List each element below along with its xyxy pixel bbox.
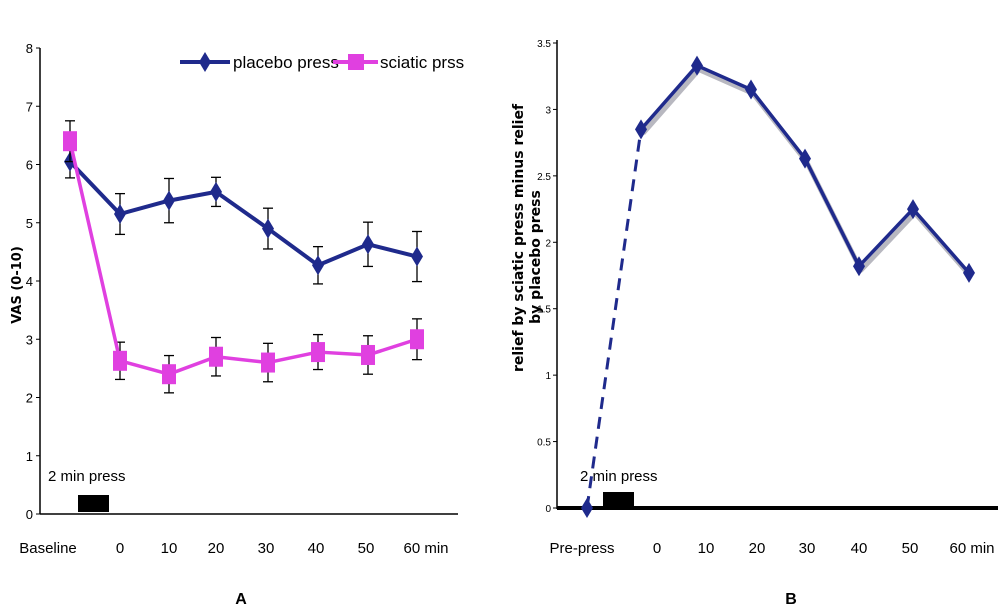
panel-b-y-axis-label-line2: by placebo press bbox=[528, 190, 544, 324]
panel-a-legend: placebo press sciatic prss bbox=[180, 52, 464, 72]
data-point bbox=[163, 190, 175, 211]
panel-a-y-tick-label: 4 bbox=[26, 274, 33, 289]
panel-b-x-tick-label: 10 bbox=[698, 540, 715, 557]
panel-b-press-annotation: 2 min press bbox=[580, 468, 658, 485]
panel-a-y-axis-label: VAS (0-10) bbox=[10, 246, 25, 324]
panel-a-y-tick-label: 6 bbox=[26, 158, 33, 173]
data-point bbox=[261, 352, 275, 373]
panel-b-press-bar bbox=[603, 492, 634, 506]
panel-a-series-sciatic bbox=[63, 120, 424, 394]
panel-a-x-tick-label: Baseline bbox=[19, 540, 77, 557]
panel-b-series bbox=[581, 55, 975, 518]
panel-a-y-tick-label: 3 bbox=[26, 332, 33, 347]
panel-a-press-bar bbox=[78, 495, 109, 512]
panel-b: 0 0.5 1 1.5 2 2.5 3 3.5 Pre-press 0 10 20 30 40 50 60 … bbox=[511, 39, 998, 608]
panel-b-y-tick-label: 0.5 bbox=[537, 438, 551, 449]
data-point bbox=[581, 498, 593, 518]
legend-placebo-label: placebo press bbox=[233, 53, 339, 72]
panel-b-x-axis-labels: Pre-press 0 10 20 30 40 50 60 min bbox=[549, 540, 994, 557]
panel-a-x-tick-label: 10 bbox=[161, 540, 178, 557]
panel-b-x-tick-label: 50 bbox=[902, 540, 919, 557]
series-line-shadow bbox=[641, 67, 973, 279]
data-point bbox=[63, 131, 77, 152]
panel-a-y-tick-label: 8 bbox=[26, 41, 33, 56]
data-point bbox=[312, 255, 324, 276]
legend-sciatic-label: sciatic prss bbox=[380, 53, 464, 72]
panel-b-x-tick-label: 40 bbox=[851, 540, 868, 557]
panel-a-x-tick-label: 30 bbox=[258, 540, 275, 557]
data-point bbox=[410, 329, 424, 350]
data-point bbox=[691, 55, 703, 76]
panel-a-label: A bbox=[235, 591, 247, 608]
panel-b-y-tick-label: 2.5 bbox=[537, 172, 551, 183]
panel-a-y-tick-label: 7 bbox=[26, 99, 33, 114]
panel-a-x-axis-labels: Baseline 0 10 20 30 40 50 60 min bbox=[19, 540, 448, 557]
data-point bbox=[963, 262, 975, 283]
panel-a-y-tick-label: 0 bbox=[26, 507, 33, 522]
data-point bbox=[162, 364, 176, 385]
data-point bbox=[907, 199, 919, 220]
series-line bbox=[68, 140, 418, 376]
panel-a-series bbox=[63, 120, 424, 394]
panel-b-x-tick-label: 30 bbox=[799, 540, 816, 557]
data-point bbox=[853, 256, 865, 277]
panel-a-x-tick-label: 20 bbox=[208, 540, 225, 557]
legend-placebo-marker bbox=[199, 52, 211, 72]
panel-a-y-tick-label: 5 bbox=[26, 216, 33, 231]
series-line bbox=[68, 160, 418, 268]
panel-b-y-tick-label: 1.5 bbox=[537, 305, 551, 316]
data-point bbox=[362, 234, 374, 255]
data-point bbox=[799, 148, 811, 169]
data-point bbox=[635, 119, 647, 140]
data-point bbox=[311, 342, 325, 363]
panel-b-x-tick-label: 20 bbox=[749, 540, 766, 557]
data-point bbox=[113, 350, 127, 371]
data-point bbox=[209, 346, 223, 367]
panel-a-x-tick-label: 50 bbox=[358, 540, 375, 557]
panel-a-y-axis-ticks: 0 1 2 3 4 5 6 7 8 bbox=[26, 41, 40, 522]
data-point bbox=[114, 204, 126, 225]
panel-a-y-tick-label: 2 bbox=[26, 391, 33, 406]
panel-b-x-tick-label: 60 min bbox=[949, 540, 994, 557]
data-point bbox=[361, 344, 375, 365]
series-line bbox=[639, 63, 971, 274]
panel-b-y-tick-label: 3.5 bbox=[537, 39, 551, 50]
panel-a-y-tick-label: 1 bbox=[26, 449, 33, 464]
data-point bbox=[745, 79, 757, 100]
panel-b-y-tick-label: 2 bbox=[545, 238, 551, 249]
panel-b-x-tick-label: 0 bbox=[653, 540, 661, 557]
panel-a: 0 1 2 3 4 5 6 7 8 Baseline 0 10 20 30 40 50 60 min VAS … bbox=[10, 41, 464, 608]
panel-a-series-placebo bbox=[64, 144, 423, 285]
panel-b-y-tick-label: 1 bbox=[545, 371, 551, 382]
data-point bbox=[411, 246, 423, 267]
panel-a-x-tick-label: 40 bbox=[308, 540, 325, 557]
panel-a-x-tick-label: 0 bbox=[116, 540, 124, 557]
data-point bbox=[262, 218, 274, 239]
panel-b-x-tick-label: Pre-press bbox=[549, 540, 614, 557]
series-dashed-segment bbox=[585, 129, 643, 509]
panel-a-x-tick-label: 60 min bbox=[403, 540, 448, 557]
panel-b-y-tick-label: 0 bbox=[545, 504, 551, 515]
panel-b-y-tick-label: 3 bbox=[545, 105, 551, 116]
panel-b-y-axis-label-line1: relief by sciatic press minus relief bbox=[511, 103, 527, 372]
legend-sciatic-marker bbox=[348, 54, 364, 70]
panel-a-press-annotation: 2 min press bbox=[48, 468, 126, 485]
data-point bbox=[210, 181, 222, 202]
panel-b-label: B bbox=[785, 591, 797, 608]
